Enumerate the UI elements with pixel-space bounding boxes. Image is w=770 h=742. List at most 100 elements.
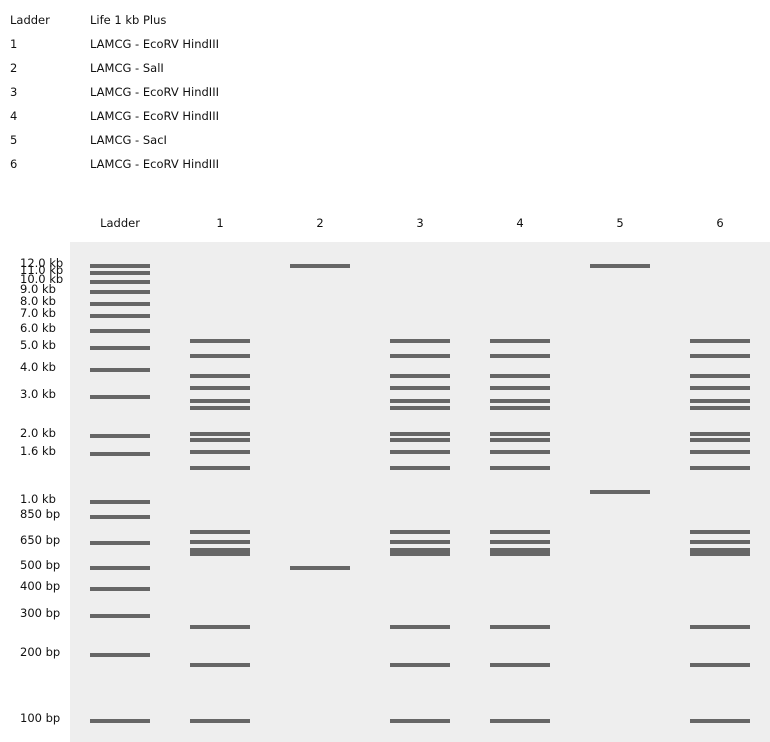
legend-lane-description: LAMCG - EcoRV HindIII [90,109,219,123]
legend-lane-description: LAMCG - EcoRV HindIII [90,85,219,99]
gel-band [490,406,550,410]
ladder-size-label: 400 bp [20,579,61,593]
gel-band [690,625,750,629]
gel-band [390,552,450,556]
gel-band [90,515,150,519]
gel-band [690,466,750,470]
gel-band [490,386,550,390]
gel-band [390,438,450,442]
gel-band [90,271,150,275]
legend-lane-description: Life 1 kb Plus [90,13,167,27]
gel-band [90,614,150,618]
legend-lane-name: Ladder [10,13,50,27]
gel-band [490,432,550,436]
gel-band [190,540,250,544]
gel-band [690,386,750,390]
gel-band [390,406,450,410]
gel-band [490,438,550,442]
gel-band [390,450,450,454]
legend-lane-name: 5 [10,133,18,147]
legend-row: 3 LAMCG - EcoRV HindIII [0,82,770,102]
ladder-size-label: 10.0 kb [20,272,64,286]
lane-header: 2 [316,216,324,230]
gel-band [390,466,450,470]
gel-band [190,466,250,470]
gel-band [90,280,150,284]
gel-band [190,399,250,403]
gel-band [690,663,750,667]
gel-band [690,719,750,723]
gel-band [390,663,450,667]
ladder-size-label: 4.0 kb [20,360,56,374]
gel-band [590,264,650,268]
ladder-size-label: 850 bp [20,507,61,521]
gel-band [690,540,750,544]
gel-band [690,432,750,436]
gel-band [490,540,550,544]
ladder-size-label: 9.0 kb [20,282,56,296]
legend-row: 2 LAMCG - SalI [0,58,770,78]
gel-band [590,490,650,494]
ladder-size-label: 500 bp [20,558,61,572]
ladder-size-label: 2.0 kb [20,426,56,440]
gel-band [190,438,250,442]
gel-band [490,466,550,470]
legend-lane-name: 2 [10,61,18,75]
gel-band [390,386,450,390]
gel-band [690,450,750,454]
ladder-size-label: 100 bp [20,711,61,725]
gel-band [290,264,350,268]
gel-band [190,432,250,436]
legend-row: Ladder Life 1 kb Plus [0,10,770,30]
ladder-size-label: 300 bp [20,606,61,620]
gel-band [690,339,750,343]
legend-lane-name: 3 [10,85,18,99]
legend-lane-description: LAMCG - SalI [90,61,164,75]
legend-row: 1 LAMCG - EcoRV HindIII [0,34,770,54]
ladder-size-label: 5.0 kb [20,338,56,352]
gel-band [490,339,550,343]
gel-band [90,434,150,438]
gel-band [190,450,250,454]
gel-band [490,450,550,454]
gel-band [90,329,150,333]
gel-band [490,374,550,378]
gel-band [190,663,250,667]
gel-band [190,354,250,358]
gel-band [190,386,250,390]
gel-band [490,625,550,629]
gel-band [490,399,550,403]
gel-band [490,552,550,556]
gel-band [90,302,150,306]
gel-band [390,625,450,629]
gel-band [490,530,550,534]
ladder-size-label: 11.0 kb [20,263,64,277]
ladder-size-label: 6.0 kb [20,321,56,335]
gel [70,242,770,742]
gel-band [690,354,750,358]
lane-header: 3 [416,216,424,230]
gel-band [690,548,750,552]
legend-lane-description: LAMCG - EcoRV HindIII [90,157,219,171]
legend-lane-description: LAMCG - EcoRV HindIII [90,37,219,51]
ladder-size-label: 7.0 kb [20,306,56,320]
gel-band [390,719,450,723]
gel-band [490,354,550,358]
legend-lane-description: LAMCG - SacI [90,133,167,147]
gel-band [190,406,250,410]
gel-band [90,346,150,350]
gel-band [190,719,250,723]
legend-row: 4 LAMCG - EcoRV HindIII [0,106,770,126]
gel-band [90,566,150,570]
gel-band [190,339,250,343]
gel-band [390,530,450,534]
gel-band [690,438,750,442]
legend-row: 6 LAMCG - EcoRV HindIII [0,154,770,174]
gel-band [90,314,150,318]
ladder-size-label: 650 bp [20,533,61,547]
legend-lane-name: 6 [10,157,18,171]
gel-band [390,432,450,436]
ladder-size-label: 8.0 kb [20,294,56,308]
gel-band [190,552,250,556]
gel-band [90,719,150,723]
